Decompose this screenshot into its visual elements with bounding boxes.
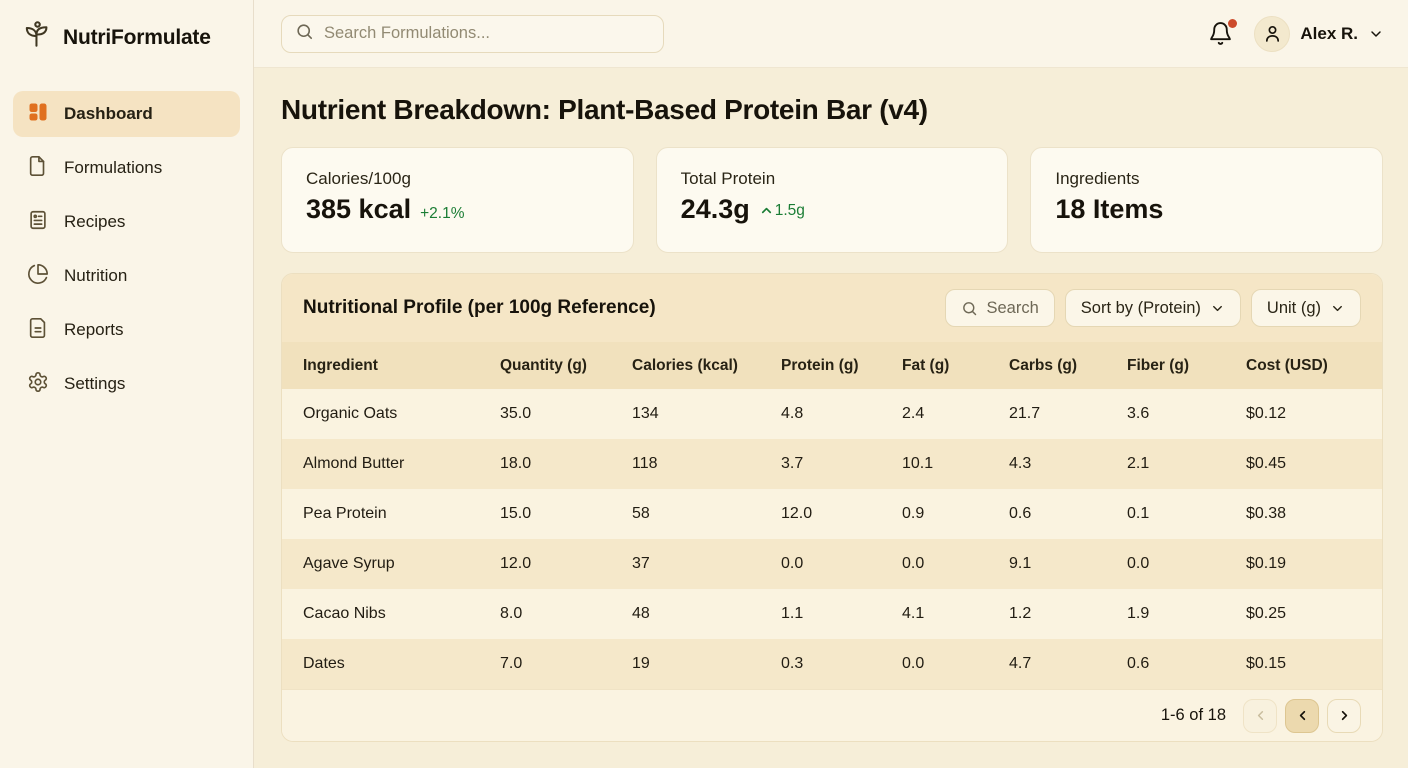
- nutritional-profile-panel: Nutritional Profile (per 100g Reference)…: [281, 273, 1383, 742]
- stat-label: Calories/100g: [306, 169, 411, 188]
- search-icon: [295, 22, 314, 46]
- search-icon: [962, 301, 976, 315]
- table-header-row: Ingredient Quantity (g) Calories (kcal) …: [282, 342, 1382, 389]
- stat-delta: 1.5g: [759, 202, 805, 220]
- global-search[interactable]: [281, 14, 664, 53]
- person-icon: [1265, 26, 1279, 42]
- chevron-left-icon: [1299, 710, 1305, 721]
- avatar: [1254, 15, 1291, 52]
- table-row[interactable]: Dates 7.0 19 0.3 0.0 4.7 0.6 $0.15: [282, 639, 1382, 689]
- chevron-down-icon: [1371, 30, 1381, 37]
- user-menu[interactable]: Alex R.: [1254, 15, 1384, 52]
- stat-value: 18 Items: [1055, 194, 1164, 224]
- search-input[interactable]: [324, 24, 650, 43]
- sidebar-item-label: Recipes: [64, 212, 126, 231]
- chevron-down-icon: [1212, 305, 1222, 311]
- sidebar-nav: Dashboard Formulations: [0, 61, 253, 407]
- page-title: Nutrient Breakdown: Plant-Based Protein …: [281, 94, 928, 125]
- sidebar-item-reports[interactable]: Reports: [13, 307, 240, 353]
- chevron-down-icon: [1333, 305, 1342, 311]
- bell-icon: [1210, 21, 1232, 45]
- sort-by-dropdown[interactable]: Sort by (Protein): [1064, 289, 1241, 327]
- table-row[interactable]: Organic Oats 35.0 134 4.8 2.4 21.7 3.6 $0.12: [282, 389, 1382, 439]
- sprout-logo-icon: [22, 20, 52, 55]
- stat-card-protein: Total Protein 24.3g 1.5g: [655, 147, 1009, 253]
- app-logo: NutriFormulate: [0, 0, 253, 61]
- sidebar-item-nutrition[interactable]: Nutrition: [13, 253, 240, 299]
- file-icon: [27, 155, 49, 182]
- content: Nutrient Breakdown: Plant-Based Protein …: [254, 68, 1408, 768]
- col-header-fiber: Fiber (g): [1127, 356, 1189, 374]
- sidebar-item-formulations[interactable]: Formulations: [13, 145, 240, 191]
- panel-actions: Search Sort by (Protein) Unit (g): [944, 289, 1361, 327]
- table-row[interactable]: Almond Butter 18.0 118 3.7 10.1 4.3 2.1 $0.4…: [282, 439, 1382, 489]
- gear-icon: [27, 371, 49, 398]
- table-footer: 1-6 of 18: [282, 689, 1382, 741]
- user-name: Alex R.: [1300, 23, 1358, 43]
- chevron-right-icon: [1341, 710, 1347, 721]
- table-row[interactable]: Agave Syrup 12.0 37 0.0 0.0 9.1 0.0 $0.19: [282, 539, 1382, 589]
- sidebar-item-label: Dashboard: [64, 104, 153, 123]
- topbar-right: Alex R.: [1208, 15, 1384, 52]
- notification-dot: [1228, 18, 1238, 28]
- stat-card-calories: Calories/100g 385 kcal +2.1%: [281, 147, 634, 253]
- chevron-left-icon: [1257, 711, 1263, 720]
- sidebar-item-label: Formulations: [64, 158, 163, 177]
- stat-cards: Calories/100g 385 kcal +2.1% Total Prote…: [281, 147, 1384, 253]
- col-header-fat: Fat (g): [902, 356, 950, 374]
- panel-header: Nutritional Profile (per 100g Reference)…: [282, 274, 1382, 342]
- app-title: NutriFormulate: [63, 25, 211, 49]
- table-row[interactable]: Pea Protein 15.0 58 12.0 0.9 0.6 0.1 $0.38: [282, 489, 1382, 539]
- col-header-calories: Calories (kcal): [632, 356, 738, 374]
- col-header-protein: Protein (g): [781, 356, 859, 374]
- stat-delta: +2.1%: [420, 205, 465, 222]
- report-document-icon: [27, 317, 49, 344]
- main-area: Alex R. Nutrient Breakdown: Plant-Based …: [254, 0, 1408, 768]
- table-search-button[interactable]: Search: [944, 289, 1055, 327]
- pagination-range: 1-6 of 18: [1160, 706, 1226, 724]
- stat-label: Ingredients: [1055, 169, 1140, 188]
- nutrition-table: Ingredient Quantity (g) Calories (kcal) …: [282, 342, 1382, 689]
- sidebar: NutriFormulate Dashboard: [0, 0, 254, 768]
- col-header-ingredient: Ingredient: [303, 356, 378, 374]
- col-header-quantity: Quantity (g): [500, 356, 587, 374]
- sidebar-item-recipes[interactable]: Recipes: [13, 199, 240, 245]
- caret-up-icon: [761, 207, 771, 214]
- dashboard-icon: [27, 101, 49, 128]
- pagination-next-button[interactable]: [1327, 698, 1361, 733]
- col-header-cost: Cost (USD): [1246, 356, 1328, 374]
- notifications-button[interactable]: [1208, 18, 1238, 47]
- sidebar-item-label: Settings: [64, 374, 126, 393]
- table-row[interactable]: Cacao Nibs 8.0 48 1.1 4.1 1.2 1.9 $0.25: [282, 589, 1382, 639]
- sidebar-item-settings[interactable]: Settings: [13, 361, 240, 407]
- sidebar-item-label: Reports: [64, 320, 124, 339]
- pie-chart-icon: [27, 263, 49, 290]
- pagination-prev-button[interactable]: [1285, 698, 1319, 733]
- sidebar-item-label: Nutrition: [64, 266, 128, 285]
- col-header-carbs: Carbs (g): [1009, 356, 1078, 374]
- stat-label: Total Protein: [680, 169, 776, 188]
- sidebar-item-dashboard[interactable]: Dashboard: [13, 91, 240, 137]
- stat-value: 385 kcal: [306, 194, 412, 224]
- stat-value: 24.3g: [680, 194, 750, 224]
- recipe-card-icon: [27, 209, 49, 236]
- unit-dropdown[interactable]: Unit (g): [1250, 289, 1361, 327]
- pagination-first-button: [1243, 698, 1277, 733]
- topbar: Alex R.: [254, 0, 1408, 68]
- stat-card-ingredients: Ingredients 18 Items: [1030, 147, 1384, 253]
- panel-title: Nutritional Profile (per 100g Reference): [303, 297, 656, 318]
